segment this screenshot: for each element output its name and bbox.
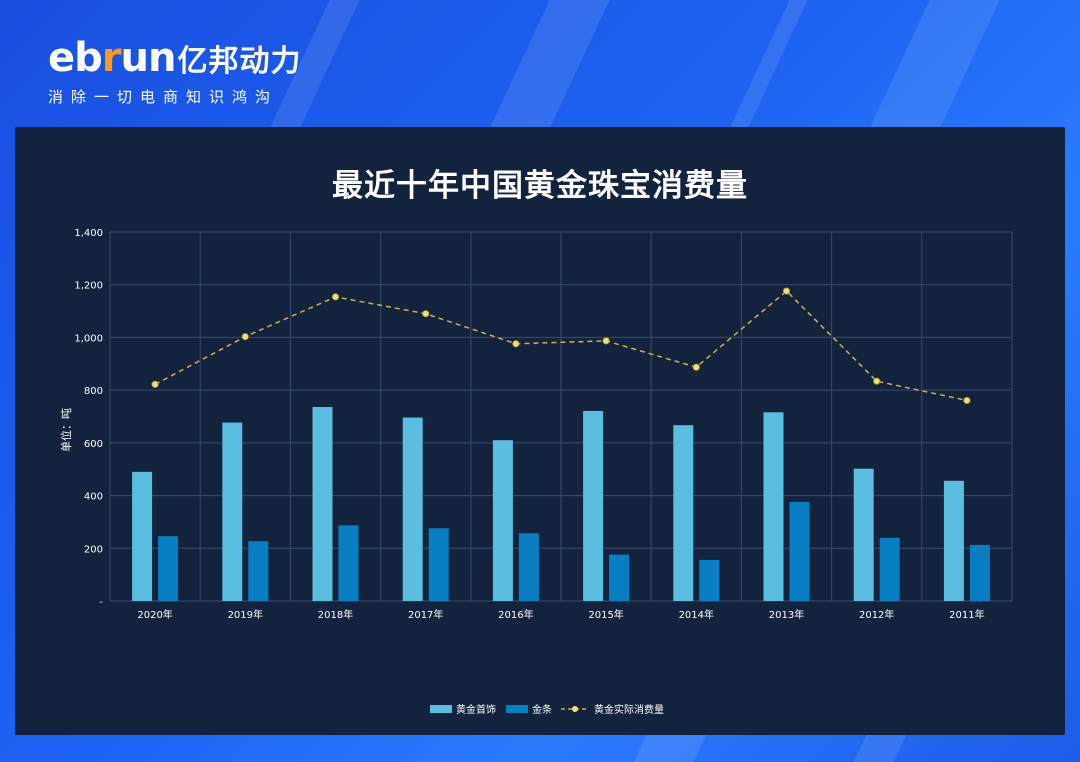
chart-panel: [15, 127, 1065, 735]
x-tick-label: 2015年: [588, 608, 623, 621]
consumption-point: [692, 363, 700, 371]
grid-lines: [109, 231, 1013, 602]
x-tick-label: 2018年: [318, 608, 353, 621]
legend-swatch: [506, 705, 528, 713]
consumption-point: [963, 396, 971, 405]
chart-title: 最近十年中国黄金珠宝消费量: [332, 168, 748, 204]
x-tick-label: 2012年: [859, 608, 894, 621]
x-tick-label: 2017年: [408, 608, 443, 621]
logo-prefix: eb: [48, 35, 103, 81]
bar-jewelry: [312, 407, 333, 601]
bar-jewelry: [222, 422, 243, 601]
legend-label: 金条: [532, 703, 552, 716]
bar-jewelry: [132, 471, 153, 601]
x-tick-label: 2014年: [679, 608, 714, 621]
bar-jewelry: [583, 410, 604, 601]
y-tick-label: 200: [84, 544, 103, 555]
bar-jewelry: [673, 425, 694, 601]
bar-gold-bar: [789, 501, 810, 601]
legend-label: 黄金实际消费量: [594, 703, 664, 716]
bar-jewelry: [853, 468, 874, 601]
bars: [132, 407, 990, 601]
consumption-line-path: [154, 290, 968, 402]
bar-gold-bar: [518, 533, 539, 601]
logo-r: r: [101, 35, 122, 81]
consumption-point: [782, 287, 791, 295]
bar-jewelry: [943, 480, 964, 601]
bar-gold-bar: [158, 536, 179, 601]
bar-gold-bar: [969, 544, 990, 601]
y-tick-label: 800: [84, 386, 103, 397]
x-tick-label: 2013年: [769, 608, 804, 621]
x-tick-label: 2020年: [137, 608, 172, 621]
consumption-point: [241, 333, 249, 341]
y-tick-label: 1,400: [74, 228, 103, 239]
y-tick-label: 1,200: [74, 281, 103, 292]
logo-chinese: 亿邦动力: [177, 44, 302, 79]
brand-wordmark: ebrun亿邦动力: [48, 36, 301, 84]
bar-gold-bar: [609, 554, 630, 601]
bar-gold-bar: [699, 559, 720, 601]
consumption-point: [422, 310, 430, 318]
x-tick-label: 2011年: [949, 608, 984, 621]
brand-slogan: 消除一切电商知识鸿沟: [48, 88, 279, 106]
logo-suffix: un: [120, 35, 177, 81]
bar-gold-bar: [879, 537, 900, 601]
bar-gold-bar: [338, 525, 359, 601]
y-tick-label: 400: [84, 492, 103, 503]
y-axis-label: 单位：吨: [59, 408, 73, 452]
y-tick-label: 1,000: [74, 333, 103, 344]
bar-jewelry: [763, 412, 784, 601]
consumption-point: [512, 340, 520, 348]
bar-gold-bar: [248, 541, 269, 601]
legend: 黄金首饰 金条 黄金实际消费量: [430, 703, 664, 716]
legend-swatch: [430, 705, 452, 713]
bar-jewelry: [402, 417, 423, 601]
y-tick-label: 600: [84, 439, 103, 450]
consumption-point: [151, 380, 159, 388]
x-tick-label: 2016年: [498, 608, 533, 621]
legend-line-marker: [572, 706, 578, 712]
consumption-point: [331, 293, 340, 301]
y-tick-label: -: [99, 597, 103, 608]
consumption-point: [873, 377, 881, 385]
consumption-line: [151, 287, 971, 405]
x-tick-label: 2019年: [228, 608, 263, 621]
bar-gold-bar: [428, 528, 449, 601]
legend-label: 黄金首饰: [456, 703, 496, 716]
consumption-point: [602, 337, 610, 345]
axis-labels: - 200 400 600 800 1,000 1,200 1,400 2020年 2019年 20…: [74, 228, 984, 621]
bar-jewelry: [492, 440, 513, 601]
brand-logo: ebrun亿邦动力 消除一切电商知识鸿沟: [48, 36, 301, 107]
